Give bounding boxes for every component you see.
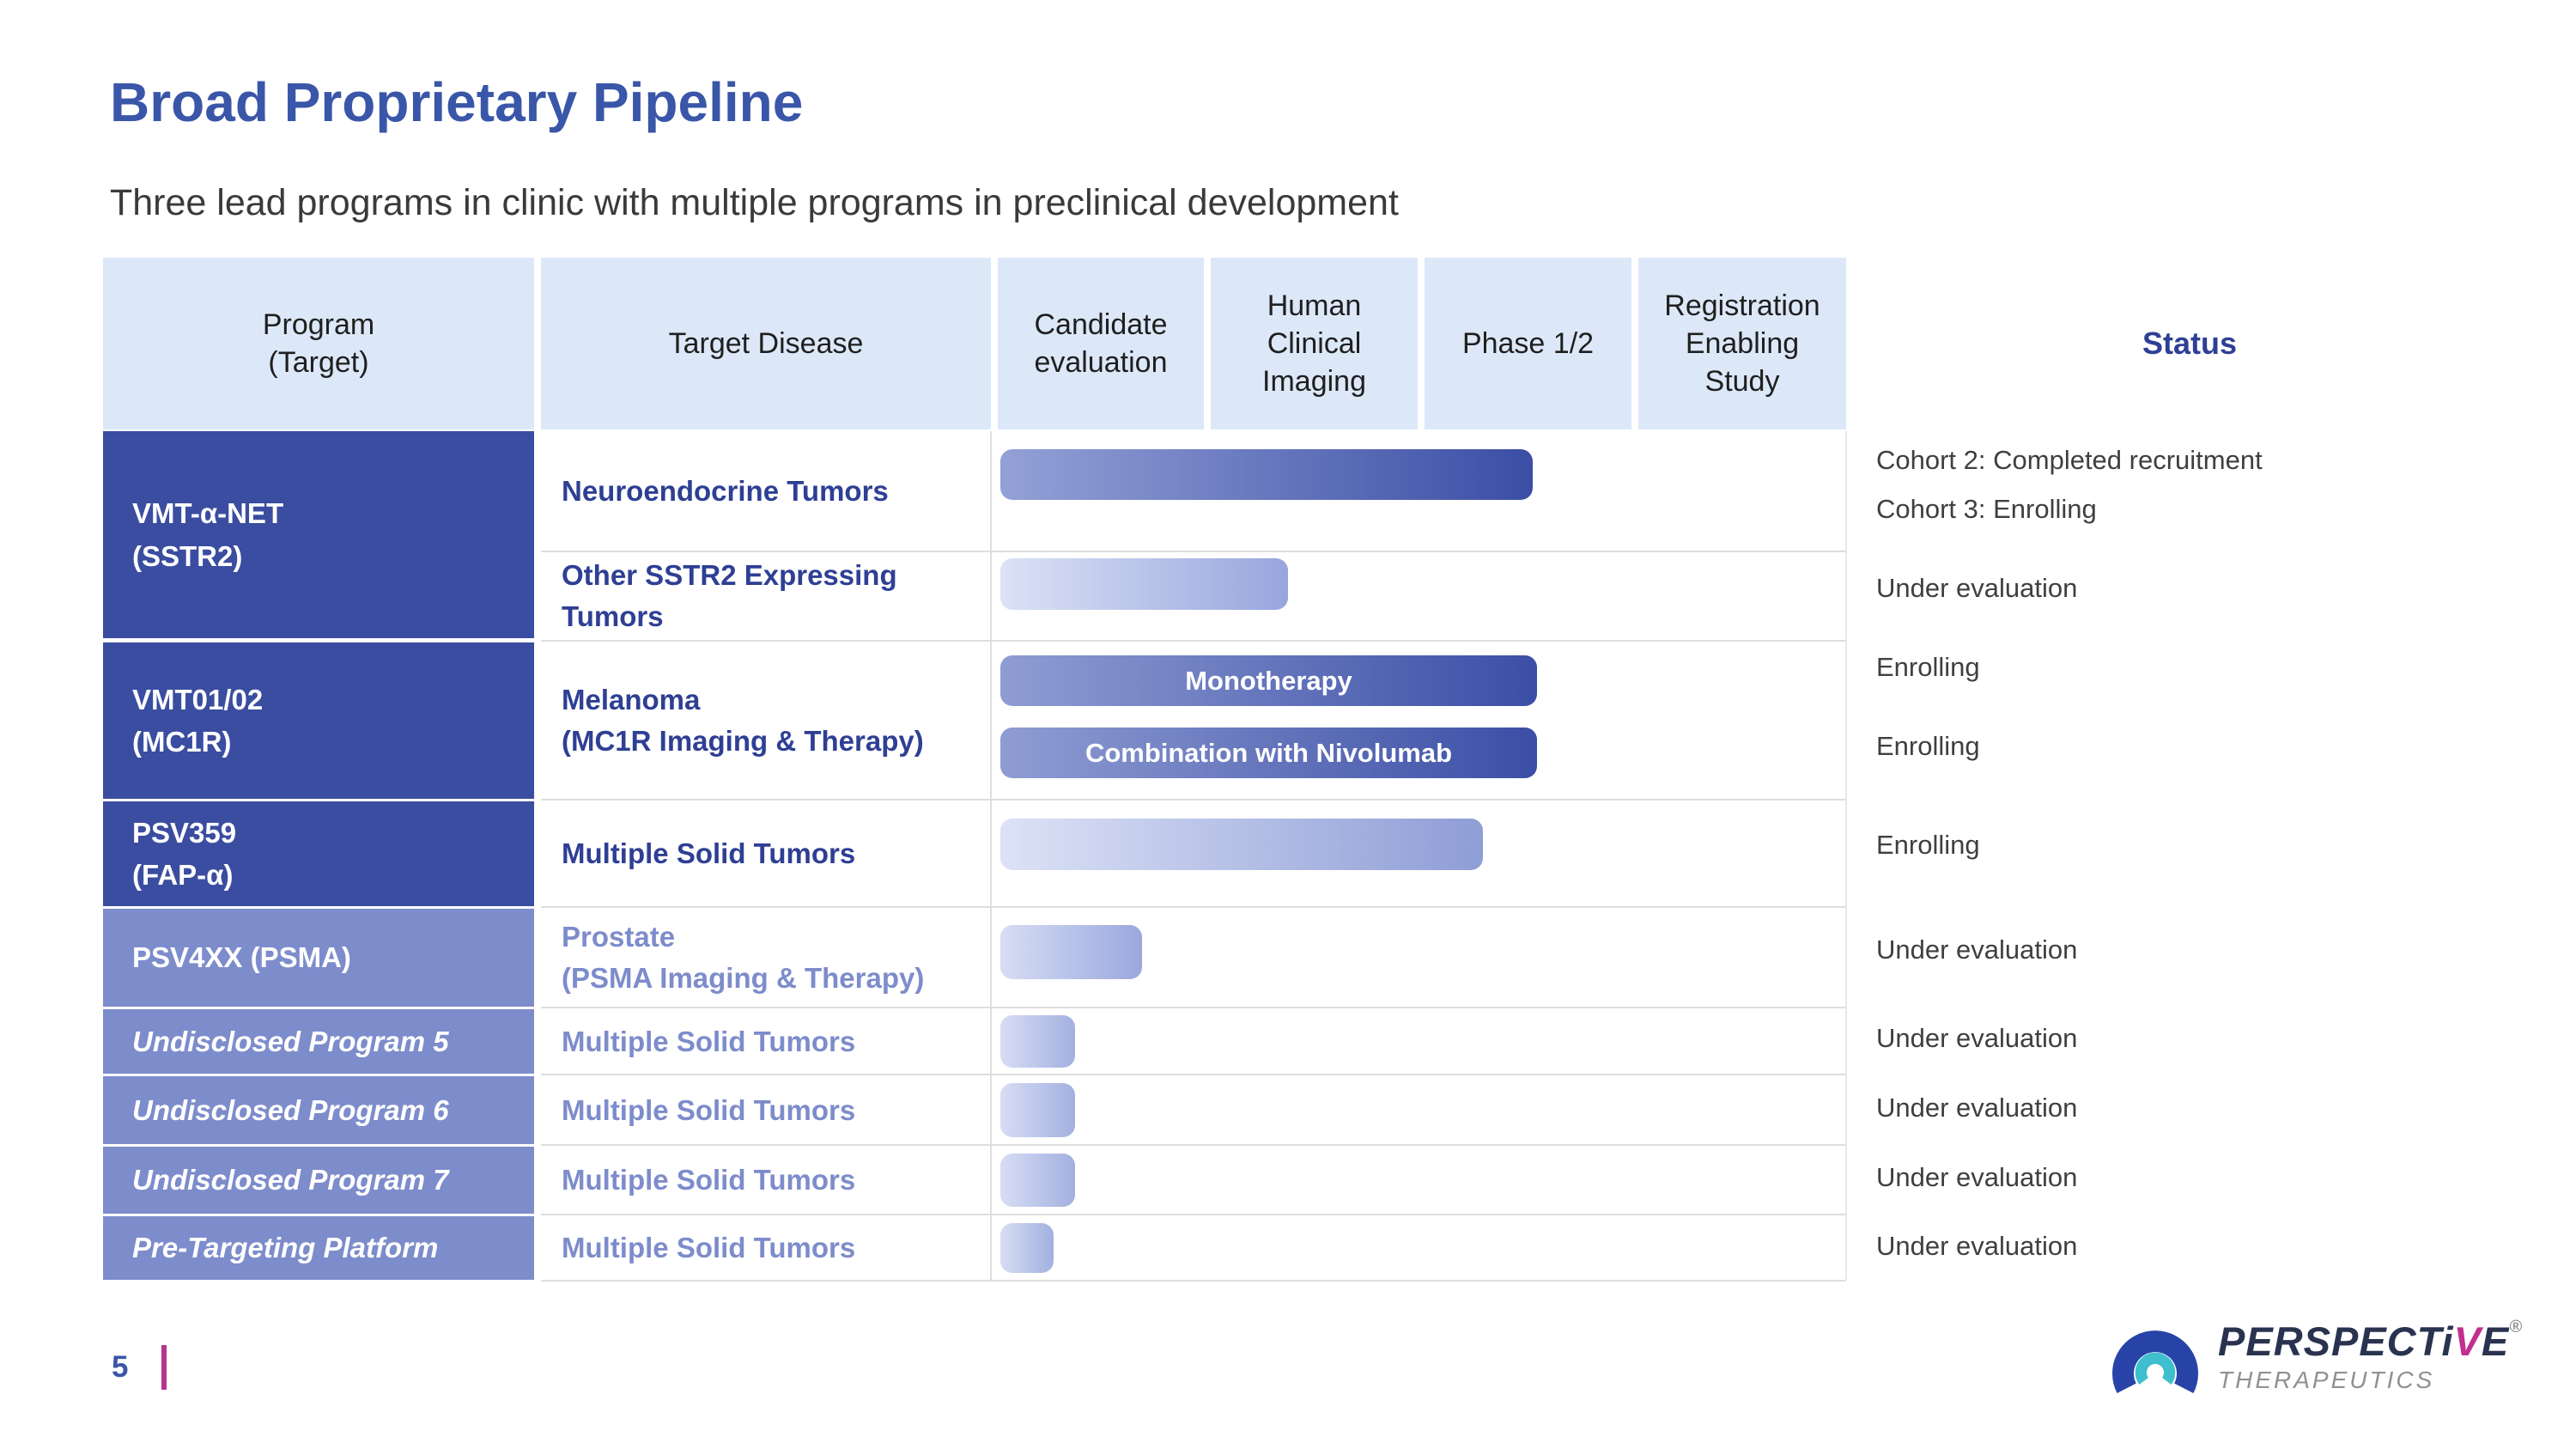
progress-bar-other-sstr2 <box>1000 558 1288 610</box>
row-separator <box>541 1144 1846 1146</box>
progress-bar-undisclosed-5 <box>1000 1015 1075 1068</box>
status-undisclosed-6: Under evaluation <box>1876 1093 2078 1123</box>
page-subtitle: Three lead programs in clinic with multi… <box>110 182 1399 223</box>
disease-cell-multiple-solid-pretarget: Multiple Solid Tumors <box>562 1232 856 1264</box>
column-header-candidate-evaluation: Candidate evaluation <box>998 258 1204 429</box>
disease-cell-multiple-solid-u6: Multiple Solid Tumors <box>562 1093 856 1126</box>
column-header-status: Status <box>2142 326 2238 361</box>
brand-e: E <box>2481 1318 2510 1364</box>
company-logo: PERSPECTiVE® THERAPEUTICS <box>2108 1312 2523 1398</box>
row-separator <box>541 799 1846 801</box>
progress-bar-neuroendocrine <box>1000 449 1533 500</box>
row-separator <box>541 1074 1846 1075</box>
disease-cell-prostate: Prostate (PSMA Imaging & Therapy) <box>562 921 925 994</box>
progress-bar-psv359 <box>1000 819 1483 870</box>
progress-bar-monotherapy: Monotherapy <box>1000 655 1537 706</box>
row-separator <box>541 1214 1846 1215</box>
brand-i: i <box>2441 1318 2454 1364</box>
status-undisclosed-7: Under evaluation <box>1876 1162 2078 1192</box>
status-cohort2: Cohort 2: Completed recruitment <box>1876 445 2263 475</box>
row-separator <box>541 1280 1846 1282</box>
logo-text: PERSPECTiVE® THERAPEUTICS <box>2218 1318 2523 1394</box>
status-cohort3: Cohort 3: Enrolling <box>1876 494 2097 524</box>
page-number: 5 <box>112 1350 129 1384</box>
brand-v: V <box>2453 1318 2482 1364</box>
grid-vline-disease-phases <box>990 431 992 1280</box>
status-undisclosed-5: Under evaluation <box>1876 1023 2078 1053</box>
column-header-phase-1-2: Phase 1/2 <box>1425 258 1631 429</box>
registered-mark: ® <box>2509 1317 2524 1336</box>
program-cell-vmt01-02: VMT01/02 (MC1R) <box>103 642 534 799</box>
row-separator <box>541 906 1846 908</box>
brand-part1: PERSPECT <box>2218 1318 2442 1364</box>
disease-cell-multiple-solid-psv359: Multiple Solid Tumors <box>562 837 856 870</box>
disease-cell-neuroendocrine: Neuroendocrine Tumors <box>562 474 889 507</box>
row-separator <box>541 551 1846 552</box>
progress-bar-psv4xx <box>1000 925 1142 979</box>
progress-bar-undisclosed-6 <box>1000 1083 1075 1137</box>
status-psv4xx: Under evaluation <box>1876 935 2078 965</box>
row-separator <box>541 640 1846 642</box>
disease-cell-multiple-solid-u7: Multiple Solid Tumors <box>562 1164 856 1196</box>
program-cell-undisclosed-5: Undisclosed Program 5 <box>103 1009 534 1074</box>
program-cell-vmt-a-net: VMT-α-NET (SSTR2) <box>103 431 534 638</box>
column-header-registration-enabling-study: Registration Enabling Study <box>1638 258 1846 429</box>
program-cell-undisclosed-6: Undisclosed Program 6 <box>103 1076 534 1144</box>
page-number-accent-bar <box>161 1345 167 1390</box>
progress-bar-combination-nivolumab: Combination with Nivolumab <box>1000 728 1537 778</box>
row-separator <box>541 1007 1846 1008</box>
status-pre-targeting: Under evaluation <box>1876 1231 2078 1261</box>
column-header-target-disease: Target Disease <box>541 258 991 429</box>
column-header-human-clinical-imaging: Human Clinical Imaging <box>1211 258 1418 429</box>
brand-name: PERSPECTiVE® <box>2218 1318 2523 1365</box>
progress-bar-pre-targeting <box>1000 1223 1054 1273</box>
disease-cell-multiple-solid-u5: Multiple Solid Tumors <box>562 1025 856 1057</box>
page-title: Broad Proprietary Pipeline <box>110 71 804 133</box>
program-cell-undisclosed-7: Undisclosed Program 7 <box>103 1147 534 1214</box>
brand-subtitle: THERAPEUTICS <box>2218 1366 2435 1393</box>
program-cell-psv4xx: PSV4XX (PSMA) <box>103 909 534 1007</box>
program-cell-psv359: PSV359 (FAP-α) <box>103 801 534 906</box>
status-psv359: Enrolling <box>1876 830 1980 860</box>
column-header-program: Program (Target) <box>103 258 534 429</box>
program-cell-pre-targeting: Pre-Targeting Platform <box>103 1216 534 1280</box>
disease-cell-other-sstr2: Other SSTR2 Expressing Tumors <box>562 559 897 632</box>
progress-bar-undisclosed-7 <box>1000 1154 1075 1207</box>
status-other-sstr2: Under evaluation <box>1876 573 2078 603</box>
disease-cell-melanoma: Melanoma (MC1R Imaging & Therapy) <box>562 684 924 757</box>
status-monotherapy: Enrolling <box>1876 652 1980 682</box>
status-combination: Enrolling <box>1876 731 1980 761</box>
perspective-arch-icon <box>2112 1330 2198 1394</box>
grid-vline-table-right <box>1845 431 1847 1280</box>
